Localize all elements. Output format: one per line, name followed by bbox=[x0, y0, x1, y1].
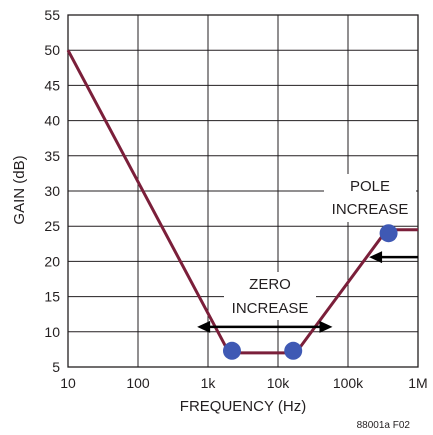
data-point bbox=[222, 341, 241, 360]
annotation-label: ZERO bbox=[249, 276, 291, 293]
y-tick-label: 10 bbox=[44, 324, 60, 340]
annotation-label: POLE bbox=[350, 178, 390, 195]
annotation-label-bg bbox=[224, 272, 316, 320]
y-tick-label: 5 bbox=[52, 359, 60, 375]
plot-frame bbox=[67, 14, 419, 368]
x-tick-label: 10 bbox=[60, 375, 76, 391]
x-tick-label: 10k bbox=[267, 375, 291, 391]
grid bbox=[67, 14, 419, 368]
y-tick-label: 55 bbox=[44, 7, 60, 23]
annotation-label: INCREASE bbox=[232, 300, 309, 317]
data-point bbox=[284, 341, 303, 360]
annotation-arrow-head bbox=[197, 320, 211, 333]
annotation-arrow-head bbox=[369, 251, 383, 264]
y-tick-label: 45 bbox=[44, 77, 60, 93]
annotation-layer: ZERO INCREASE POLE INCREASE bbox=[197, 174, 418, 333]
figure-code: 88001a F02 bbox=[357, 420, 411, 431]
x-axis-label: FREQUENCY (Hz) bbox=[180, 398, 306, 415]
annotation-label: INCREASE bbox=[332, 201, 409, 218]
x-tick-label: 100k bbox=[333, 375, 364, 391]
y-tick-label: 20 bbox=[44, 253, 60, 269]
data-point bbox=[379, 224, 398, 243]
y-tick-label: 40 bbox=[44, 113, 60, 129]
x-tick-label: 1k bbox=[201, 375, 217, 391]
y-tick-label: 30 bbox=[44, 183, 60, 199]
x-tick-label: 1M bbox=[408, 375, 427, 391]
y-axis-label: GAIN (dB) bbox=[11, 155, 28, 224]
annotation-label-bg bbox=[324, 174, 416, 222]
y-tick-label: 35 bbox=[44, 148, 60, 164]
y-tick-label: 25 bbox=[44, 218, 60, 234]
y-tick-label: 50 bbox=[44, 42, 60, 58]
y-tick-label: 15 bbox=[44, 289, 60, 305]
marker-layer bbox=[222, 224, 398, 360]
annotation-arrow-head bbox=[319, 320, 333, 333]
x-tick-label: 100 bbox=[126, 375, 150, 391]
